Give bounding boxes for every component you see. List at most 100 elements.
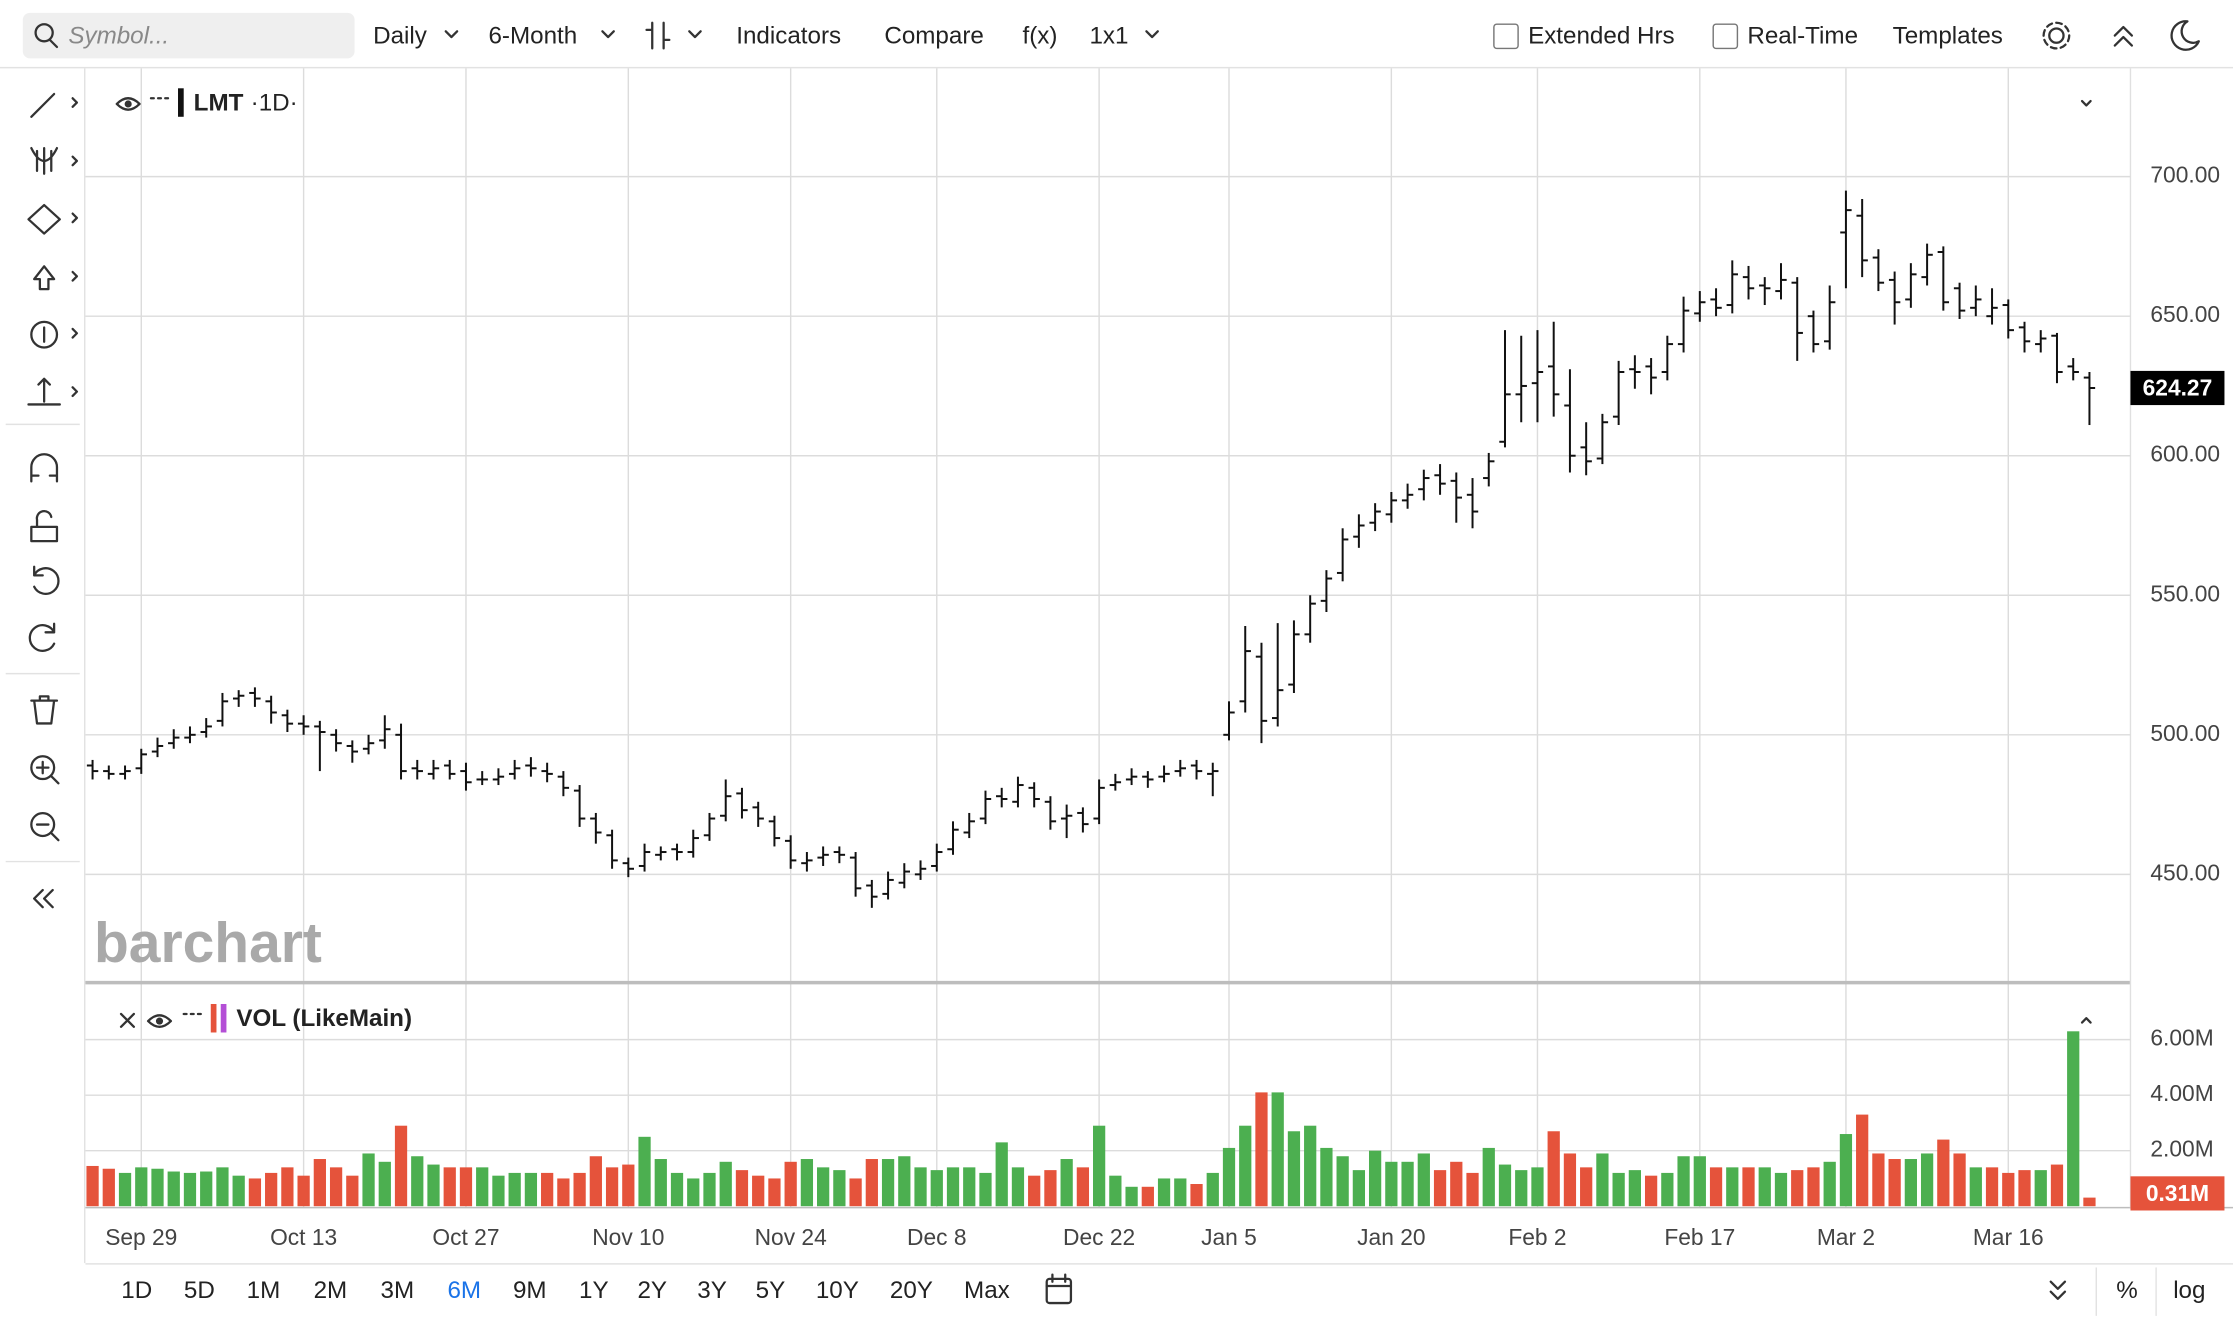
range-button[interactable]: 2M	[314, 1277, 348, 1304]
extended-hours-label[interactable]: Extended Hrs	[1528, 22, 1675, 49]
range-button[interactable]: 3Y	[697, 1277, 727, 1304]
volume-bar	[703, 1172, 716, 1207]
volume-legend: VOL (LikeMain)	[119, 1003, 2092, 1033]
magnet-tool[interactable]	[30, 453, 59, 483]
range-button[interactable]: 3M	[381, 1277, 415, 1304]
zoom-out-tool[interactable]	[30, 812, 56, 838]
volume-bar	[492, 1175, 505, 1207]
volume-bar	[1401, 1161, 1414, 1207]
indicators-button[interactable]: Indicators	[736, 22, 841, 49]
volume-bar	[200, 1171, 213, 1207]
volume-bar	[1580, 1167, 1593, 1207]
dark-mode-icon[interactable]	[2170, 20, 2200, 51]
delete-tool[interactable]	[30, 695, 59, 725]
panel-chevron[interactable]	[2080, 99, 2092, 107]
chevron	[444, 30, 459, 39]
lock-tool[interactable]	[30, 509, 59, 543]
volume-bar	[394, 1125, 408, 1207]
range-button[interactable]: 5D	[184, 1277, 215, 1304]
volume-bar	[1028, 1175, 1041, 1207]
collapse-icon[interactable]	[2113, 25, 2134, 47]
annotation-tool-mark	[43, 326, 79, 343]
range-button[interactable]: 1D	[121, 1277, 152, 1304]
x-tick-label: Dec 8	[907, 1224, 966, 1250]
volume-bar	[1498, 1164, 1512, 1207]
checkbox[interactable]	[1493, 23, 1519, 50]
trendline-tool[interactable]	[30, 92, 79, 118]
range-button[interactable]: 10Y	[816, 1277, 859, 1304]
y-tick-label: 4.00M	[2150, 1080, 2213, 1106]
undo-tool[interactable]	[33, 565, 60, 595]
zoom-in-tool[interactable]	[30, 755, 56, 781]
volume-bar	[1920, 1153, 1934, 1207]
range-button[interactable]: 5Y	[756, 1277, 786, 1304]
volume-bar	[1352, 1170, 1366, 1207]
last-price-box	[2130, 370, 2225, 406]
search-box[interactable]	[22, 12, 355, 59]
range-button[interactable]: 1Y	[579, 1277, 609, 1304]
arrow-tool[interactable]	[33, 265, 79, 291]
volume-bar	[1368, 1150, 1382, 1207]
volume-bar	[995, 1142, 1008, 1207]
volume-bar	[346, 1175, 359, 1207]
volume-bar	[1774, 1172, 1788, 1207]
volume-bar	[1709, 1167, 1723, 1207]
range-button[interactable]: 20Y	[890, 1277, 933, 1304]
volume-bar	[800, 1159, 814, 1207]
visibility-icon[interactable]	[146, 1014, 173, 1028]
close-icon[interactable]	[119, 1012, 136, 1028]
volume-bar	[1093, 1125, 1106, 1207]
real-time-label[interactable]: Real-Time	[1747, 22, 1858, 49]
volume-bar	[1758, 1167, 1771, 1207]
percent-toggle[interactable]: %	[2116, 1277, 2138, 1304]
chevron	[1145, 30, 1159, 39]
expand-icon[interactable]	[2049, 1280, 2067, 1300]
checkbox[interactable]	[1712, 23, 1739, 50]
search-placeholder[interactable]: Symbol...	[68, 22, 169, 49]
volume-bar	[1076, 1167, 1090, 1207]
volume-bar	[313, 1159, 326, 1207]
range-button[interactable]: 9M	[513, 1277, 547, 1304]
range-button[interactable]: 6M	[447, 1277, 481, 1304]
fx-button[interactable]: f(x)	[1023, 22, 1058, 49]
range-button[interactable]: 1M	[247, 1277, 281, 1304]
settings-icon[interactable]	[2048, 27, 2065, 44]
volume-bar	[1320, 1147, 1333, 1207]
redo-tool[interactable]	[28, 622, 56, 652]
volume-bar	[768, 1178, 781, 1207]
x-tick-label: Mar 2	[1817, 1224, 1875, 1250]
range-button[interactable]: 2Y	[637, 1277, 667, 1304]
templates-button[interactable]: Templates	[1893, 22, 2003, 49]
volume-bar	[687, 1178, 700, 1207]
annotation-tool[interactable]	[30, 320, 59, 349]
range-button[interactable]: Max	[964, 1277, 1010, 1304]
chevron	[688, 30, 702, 39]
panel-chevron[interactable]	[2080, 1017, 2092, 1024]
fib-tool[interactable]	[30, 146, 79, 175]
volume-bar	[1125, 1186, 1138, 1207]
bar-type-icon[interactable]	[645, 21, 671, 50]
series-swatch	[220, 1003, 227, 1033]
shape-tool[interactable]	[27, 203, 79, 235]
volume-bar	[1823, 1161, 1836, 1207]
log-toggle[interactable]: log	[2173, 1277, 2205, 1304]
compare-button[interactable]: Compare	[884, 22, 983, 49]
interval-button[interactable]: Daily	[373, 22, 428, 49]
last-volume-box	[2130, 1176, 2225, 1211]
x-tick-label: Oct 13	[270, 1224, 337, 1250]
volume-bar	[638, 1136, 651, 1207]
visibility-icon[interactable]	[115, 97, 141, 111]
volume-bar	[1612, 1172, 1625, 1207]
volume-bar	[1336, 1156, 1349, 1207]
measure-tool[interactable]	[27, 377, 79, 406]
layout-button[interactable]: 1x1	[1089, 22, 1128, 49]
interval-label: ·1D·	[251, 89, 298, 116]
volume-bar	[248, 1178, 262, 1207]
calendar-icon[interactable]	[1045, 1277, 1073, 1305]
settings-icon-ring	[2042, 21, 2071, 50]
range-button[interactable]: 6-Month	[488, 22, 577, 49]
collapse-tools[interactable]	[33, 888, 54, 909]
volume-bar	[2083, 1197, 2096, 1207]
